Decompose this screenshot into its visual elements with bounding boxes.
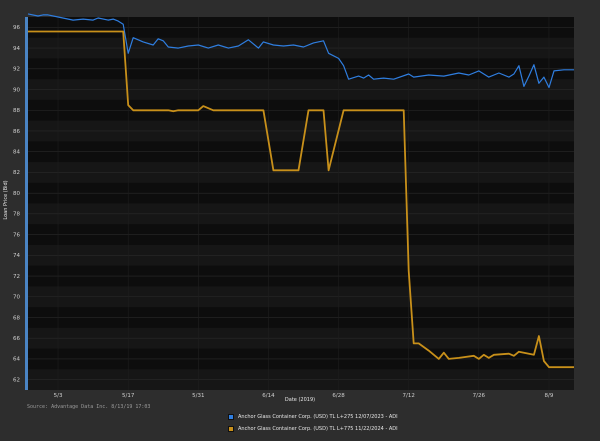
x-tick-label: 8/9 <box>545 393 554 399</box>
legend: Anchor Glass Container Corp. (USD) TL L+… <box>228 412 398 436</box>
y-tick-label: 78 <box>13 212 20 218</box>
y-tick-label: 94 <box>13 46 20 52</box>
y-tick-label: 76 <box>13 232 20 238</box>
series-line-1 <box>27 13 574 89</box>
source-note: Source: Advantage Data Inc. 8/13/19 17:0… <box>27 404 151 410</box>
y-tick-label: 74 <box>13 253 20 259</box>
y-tick-label: 96 <box>13 25 20 31</box>
legend-swatch-series-2 <box>228 425 234 432</box>
y-tick-label: 64 <box>13 357 20 363</box>
series-line-2 <box>28 30 574 369</box>
x-tick-label: 5/17 <box>122 393 135 399</box>
x-tick-labels: 5/3 5/17 5/31 6/14 6/28 7/12 7/26 8/9 <box>54 393 554 399</box>
legend-label-series-1: Anchor Glass Container Corp. (USD) TL L+… <box>238 413 398 420</box>
y-tick-label: 62 <box>13 377 20 383</box>
y-tick-label: 90 <box>13 87 20 93</box>
y-tick-label: 86 <box>13 129 20 135</box>
legend-item-series-1[interactable]: Anchor Glass Container Corp. (USD) TL L+… <box>228 412 398 421</box>
legend-label-series-2: Anchor Glass Container Corp. (USD) TL L+… <box>238 425 398 432</box>
y-tick-label: 84 <box>13 149 20 155</box>
series-lines <box>27 13 574 369</box>
x-tick-label: 6/28 <box>332 393 345 399</box>
x-tick-label: 6/14 <box>262 393 275 399</box>
y-tick-label: 66 <box>13 336 20 342</box>
y-tick-labels: 62 64 66 68 70 72 74 76 78 80 82 84 86 88 90 92 94 96 <box>13 25 20 383</box>
y-tick-label: 92 <box>13 67 20 73</box>
y-tick-label: 80 <box>13 191 20 197</box>
left-accent-bar <box>25 17 28 390</box>
x-axis-label: Date (2019) <box>285 397 315 403</box>
y-tick-label: 72 <box>13 274 20 280</box>
y-tick-label: 82 <box>13 170 20 176</box>
x-tick-label: 5/3 <box>54 393 63 399</box>
y-tick-label: 68 <box>13 315 20 321</box>
grid-lines <box>28 17 574 390</box>
y-axis-label: Loan Price (Bid) <box>3 180 9 219</box>
y-tick-label: 88 <box>13 108 20 114</box>
legend-item-series-2[interactable]: Anchor Glass Container Corp. (USD) TL L+… <box>228 424 398 433</box>
x-tick-label: 7/12 <box>403 393 415 399</box>
x-tick-label: 5/31 <box>192 393 204 399</box>
x-tick-label: 7/26 <box>473 393 486 399</box>
legend-swatch-series-1 <box>228 413 234 420</box>
y-tick-label: 70 <box>13 295 20 301</box>
